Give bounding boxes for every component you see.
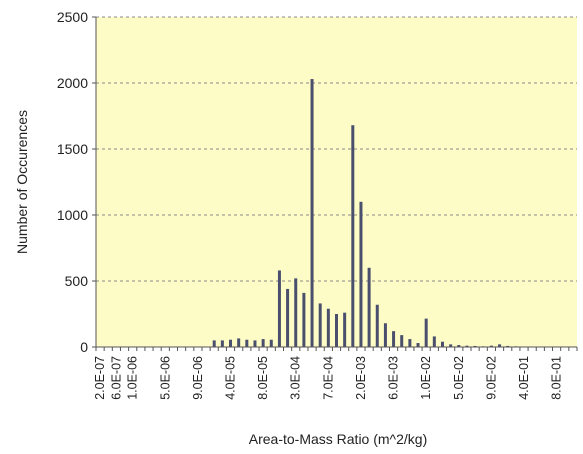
x-tick-label: 3.0E-04: [289, 356, 303, 400]
bar: [261, 339, 265, 347]
bar: [383, 323, 387, 347]
bar: [237, 338, 241, 347]
x-tick-label: 1.0E-02: [419, 356, 433, 400]
bar: [229, 339, 233, 347]
bar: [286, 288, 290, 347]
x-tick-label: 2.0E-03: [354, 356, 368, 400]
x-axis-ticks: 2.0E-07 6.0E-07 1.0E-06 5.0E-06 9.0E-06 4.0E-…: [93, 347, 578, 400]
plot-area: [96, 17, 577, 347]
x-tick-label: 6.0E-07: [109, 356, 123, 400]
y-tick-label: 2000: [57, 75, 88, 91]
y-tick-label: 1500: [57, 141, 88, 157]
y-tick-label: 1000: [57, 207, 88, 223]
x-tick-label: 2.0E-07: [93, 356, 107, 400]
bar: [408, 339, 412, 347]
bar: [416, 343, 420, 347]
bar: [457, 345, 461, 347]
bar: [343, 312, 347, 347]
x-tick-label: 9.0E-06: [191, 356, 205, 400]
bar: [498, 344, 502, 347]
x-axis-title: Area-to-Mass Ratio (m^2/kg): [249, 431, 428, 447]
x-tick-label: 7.0E-04: [321, 356, 335, 400]
y-tick-label: 2500: [57, 9, 88, 25]
y-tick-label: 0: [80, 339, 88, 355]
x-tick-label: 4.0E-01: [517, 356, 531, 400]
bar: [302, 292, 306, 347]
bar: [473, 345, 477, 347]
y-axis-ticks: 0 500 1000 1500 2000 2500: [57, 9, 96, 355]
bar: [326, 308, 330, 347]
bar: [310, 79, 314, 347]
x-tick-label: 8.0E-01: [550, 356, 564, 400]
bar: [489, 345, 493, 347]
x-tick-label: 6.0E-03: [387, 356, 401, 400]
bar: [318, 303, 322, 347]
bar: [220, 340, 224, 347]
x-tick-label: 8.0E-05: [256, 356, 270, 400]
bar: [351, 125, 355, 348]
axes: [95, 17, 577, 348]
x-tick-label: 5.0E-02: [452, 356, 466, 400]
bar: [465, 345, 469, 347]
x-tick-label: 1.0E-06: [126, 356, 140, 400]
x-tick-label: 9.0E-02: [484, 356, 498, 400]
bar: [375, 304, 379, 347]
bar: [335, 314, 338, 347]
x-tick-label: 4.0E-05: [224, 356, 238, 400]
bar: [277, 270, 281, 347]
bar: [294, 278, 298, 347]
bar: [212, 340, 216, 347]
bar: [359, 201, 363, 347]
bar: [367, 267, 371, 347]
bar: [400, 335, 404, 347]
bar: [424, 318, 428, 347]
gridlines: [96, 16, 577, 282]
bar: [392, 331, 396, 347]
y-tick-label: 500: [65, 273, 89, 289]
bars: [212, 79, 575, 348]
bar: [506, 345, 510, 347]
bar: [449, 344, 453, 347]
x-tick-label: 5.0E-06: [158, 356, 172, 400]
bar: [253, 340, 257, 347]
y-axis-title: Number of Occurences: [14, 110, 30, 254]
bar: [432, 336, 436, 347]
bar: [440, 341, 444, 347]
bar: [245, 339, 249, 347]
bar: [269, 339, 273, 347]
